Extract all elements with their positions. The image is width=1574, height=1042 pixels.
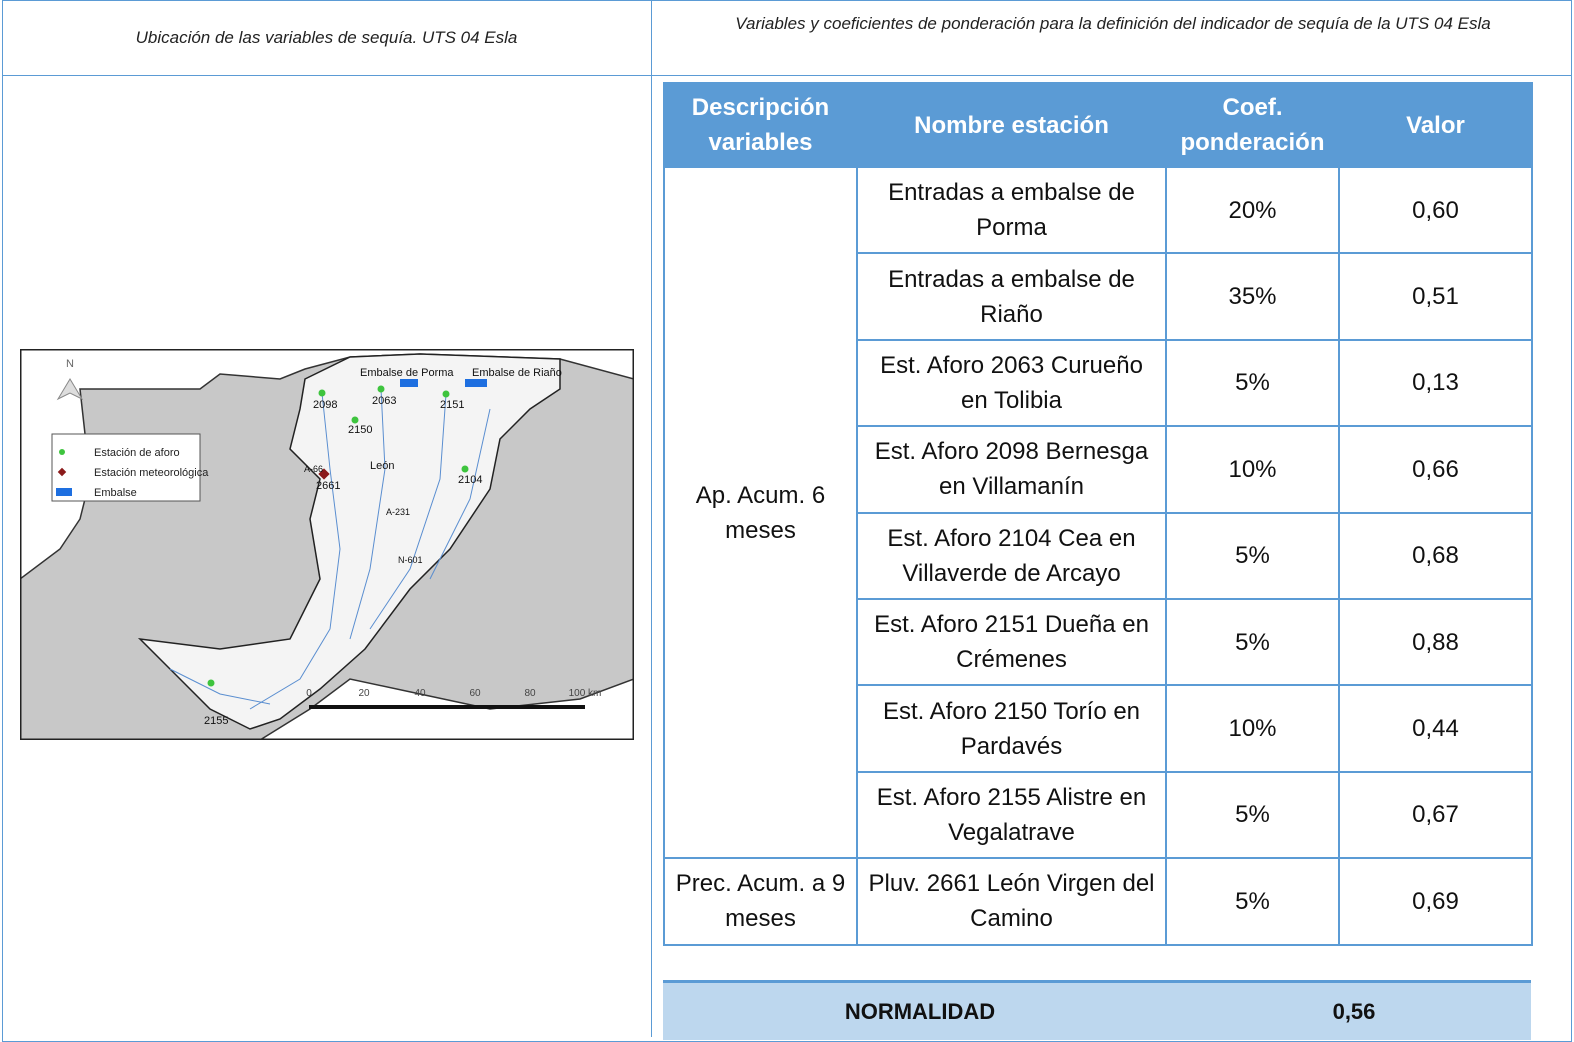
- column-header: Nombre estación: [856, 82, 1167, 168]
- table-row: Est. Aforo 2151 Dueña en Crémenes 5% 0,88: [664, 597, 1533, 687]
- summary-table: NORMALIDAD 0,56: [663, 980, 1531, 1040]
- variable-cell: Prec. Acum. a 9 meses: [663, 857, 858, 946]
- map-label: Embalse de Porma: [360, 367, 454, 379]
- column-divider: [651, 0, 652, 1037]
- station-cell: Est. Aforo 2104 Cea en Villaverde de Arc…: [856, 511, 1167, 600]
- table-row: Est. Aforo 2104 Cea en Villaverde de Arc…: [664, 511, 1533, 600]
- coef-cell: 35%: [1165, 252, 1340, 341]
- scale-label: 20: [358, 688, 370, 699]
- map-label: 2098: [313, 399, 337, 411]
- map-border: [20, 349, 634, 740]
- coef-cell: 5%: [1165, 338, 1340, 428]
- scale-label: 40: [414, 688, 426, 699]
- map-label: 2661: [316, 480, 340, 492]
- legend-symbol: [57, 467, 67, 477]
- map-label: 2151: [440, 399, 464, 411]
- column-header: Descripción variables: [663, 82, 858, 168]
- map-label: 2150: [348, 424, 372, 436]
- scale-label: 80: [524, 688, 536, 699]
- coef-cell: 5%: [1165, 597, 1340, 687]
- table-row: Prec. Acum. a 9 meses Pluv. 2661 León Vir…: [663, 857, 1533, 946]
- table-row: Est. Aforo 2155 Alistre en Vegalatrave 5%…: [664, 770, 1533, 860]
- coef-cell: 5%: [1165, 857, 1340, 946]
- coef-cell: 10%: [1165, 684, 1340, 773]
- map-label: N-601: [398, 555, 423, 565]
- column-header: Coef. ponderación: [1165, 82, 1340, 168]
- scale-bar: [309, 705, 585, 709]
- value-cell: 0,69: [1338, 857, 1533, 946]
- scale-label: 60: [469, 688, 481, 699]
- legend-symbol: [56, 488, 72, 496]
- reservoir: [400, 379, 418, 387]
- station-cell: Est. Aforo 2151 Dueña en Crémenes: [856, 597, 1167, 687]
- legend-label: Embalse: [94, 487, 137, 499]
- table-row: Est. Aforo 2063 Curueño en Tolibia 5% 0,13: [664, 338, 1533, 428]
- value-cell: 0,13: [1338, 338, 1533, 428]
- reservoir: [465, 379, 487, 387]
- scale-label: 100 km: [569, 688, 602, 699]
- gauge-station: [318, 389, 326, 397]
- gauge-station: [351, 416, 359, 424]
- coef-cell: 5%: [1165, 770, 1340, 860]
- table-row: Ap. Acum. 6 meses Entradas a embalse de P…: [663, 165, 1533, 860]
- legend-label: Estación de aforo: [94, 447, 180, 459]
- value-cell: 0,51: [1338, 252, 1533, 341]
- table-row: Est. Aforo 2098 Bernesga en Villamanín 10…: [664, 425, 1533, 514]
- station-cell: Est. Aforo 2155 Alistre en Vegalatrave: [856, 770, 1167, 860]
- station-cell: Entradas a embalse de Riaño: [856, 252, 1167, 341]
- table-row: Est. Aforo 2150 Torío en Pardavés 10% 0,44: [664, 684, 1533, 773]
- map-label: A-66: [304, 464, 323, 474]
- value-cell: 0,68: [1338, 511, 1533, 600]
- summary-label: NORMALIDAD: [663, 980, 1177, 1040]
- left-caption: Ubicación de las variables de sequía. UT…: [135, 28, 518, 47]
- station-cell: Pluv. 2661 León Virgen del Camino: [856, 857, 1167, 946]
- coef-cell: 5%: [1165, 511, 1340, 600]
- map-label: León: [370, 460, 394, 472]
- gauge-station: [377, 385, 385, 393]
- station-cell: Est. Aforo 2098 Bernesga en Villamanín: [856, 425, 1167, 514]
- north-arrow: [56, 378, 84, 401]
- station-cell: Est. Aforo 2063 Curueño en Tolibia: [856, 338, 1167, 428]
- north-label: N: [66, 358, 74, 370]
- rivers: [169, 388, 491, 710]
- table-row: Entradas a embalse de Riaño 35% 0,51: [664, 252, 1533, 341]
- column-header: Valor: [1338, 82, 1533, 168]
- gauge-station: [461, 465, 469, 473]
- map-label: A-231: [386, 507, 410, 517]
- map-label: 2063: [372, 395, 396, 407]
- value-cell: 0,44: [1338, 684, 1533, 773]
- map: N Estación de aforo Estación meteorológica…: [20, 349, 634, 740]
- station-cell: Est. Aforo 2150 Torío en Pardavés: [856, 684, 1167, 773]
- map-label: 2104: [458, 474, 482, 486]
- right-caption: Variables y coeficientes de ponderación …: [735, 14, 1491, 33]
- map-label: 2155: [204, 715, 228, 727]
- scale-label: 0: [306, 688, 312, 699]
- value-cell: 0,66: [1338, 425, 1533, 514]
- map-label: Embalse de Riaño: [472, 367, 562, 379]
- weights-table: Descripción variables Nombre estación Coef…: [663, 82, 1533, 946]
- gauge-station: [207, 679, 215, 687]
- summary-value: 0,56: [1177, 980, 1531, 1040]
- legend-box: [51, 433, 201, 502]
- variable-cell: Ap. Acum. 6 meses: [663, 165, 858, 860]
- basin: [137, 353, 561, 730]
- coef-cell: 20%: [1165, 165, 1340, 255]
- value-cell: 0,88: [1338, 597, 1533, 687]
- header-divider: [2, 75, 1572, 76]
- legend-label: Estación meteorológica: [94, 467, 209, 479]
- station-cell: Entradas a embalse de Porma: [856, 165, 1167, 255]
- value-cell: 0,60: [1338, 165, 1533, 255]
- legend-symbol: [59, 449, 65, 455]
- value-cell: 0,67: [1338, 770, 1533, 860]
- coef-cell: 10%: [1165, 425, 1340, 514]
- gauge-station: [442, 390, 450, 398]
